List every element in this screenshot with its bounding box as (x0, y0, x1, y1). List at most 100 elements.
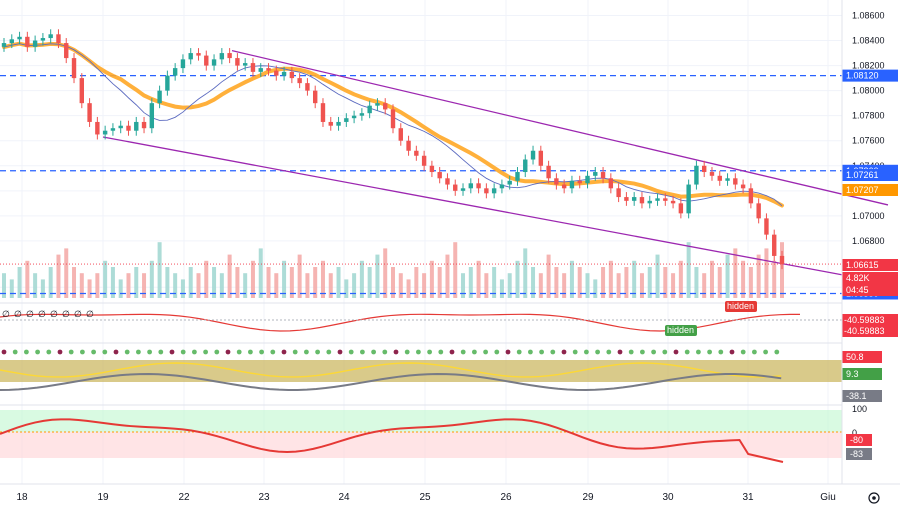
candle-body (772, 234, 777, 256)
volume-bar (702, 273, 707, 298)
candle-body (515, 172, 520, 181)
candle-body (577, 180, 582, 184)
candle-body (344, 118, 349, 122)
candle-body (616, 188, 621, 198)
time-tick-label: 23 (258, 492, 270, 503)
channel-upper (231, 49, 889, 206)
value-label-box (842, 351, 882, 363)
volume-bar (562, 273, 567, 298)
trend-channel[interactable] (102, 49, 889, 285)
signal-dot (628, 349, 634, 355)
volume-bar (484, 273, 489, 298)
volume-bar (391, 267, 395, 298)
volume-bar (515, 260, 520, 298)
indicator-3-tick: 0 (852, 428, 857, 438)
candle-body (351, 115, 357, 119)
volume-bar (398, 273, 403, 298)
candle-body (546, 165, 551, 179)
candle-body (554, 178, 559, 185)
signal-dot (225, 349, 231, 355)
candle-body (274, 70, 279, 76)
volume-bar (383, 248, 388, 298)
time-tick-label: 24 (338, 492, 350, 503)
signal-dot (718, 349, 724, 355)
volume-bar (33, 273, 38, 298)
signal-dot (203, 349, 209, 355)
price-label: 04:45 (846, 285, 869, 295)
candles (1, 29, 785, 270)
horizontal-levels (0, 74, 842, 295)
candle-body (639, 197, 645, 204)
volume-bar (274, 273, 279, 298)
null-glyph: ∅ (38, 309, 46, 319)
volume-bar (569, 260, 574, 298)
null-glyph: ∅ (26, 309, 34, 319)
candle-body (740, 184, 746, 189)
hidden-marker: hidden (727, 301, 754, 311)
signal-dot (516, 349, 522, 355)
time-tick-label: Giu (820, 492, 836, 503)
signal-dot (371, 349, 376, 355)
candle-body (421, 155, 427, 166)
indicator-2-line-grey (0, 373, 782, 391)
volume-bar (87, 279, 92, 298)
volume-bar (717, 267, 722, 298)
candle-body (258, 68, 263, 72)
volume-bar (764, 248, 769, 298)
volume-bar (601, 267, 606, 298)
volume-bar (165, 267, 170, 298)
candle-body (390, 109, 396, 129)
volume-bar (110, 267, 115, 298)
signal-dot (113, 349, 119, 355)
price-axis[interactable]: 1.08600 1.08400 1.08200 1.08000 1.07800 1.076… (852, 11, 885, 293)
time-tick-label: 30 (662, 492, 674, 503)
indicator-2-value: 50.8 (846, 352, 864, 362)
channel-lower (102, 136, 889, 285)
volume-bar (725, 254, 730, 298)
candle-body (569, 180, 575, 189)
signal-dot (561, 349, 567, 355)
candle-body (383, 103, 388, 110)
volume-bar (282, 260, 287, 298)
candle-body (647, 200, 652, 204)
volume-bar (780, 242, 784, 298)
volume-bar (538, 273, 543, 298)
candle-body (585, 175, 590, 184)
candle-body (561, 184, 567, 189)
volume-bar (546, 254, 551, 298)
signal-dot (416, 349, 421, 355)
volume-bar (149, 260, 154, 298)
signal-dot (348, 349, 354, 355)
volume-bars (2, 242, 784, 298)
indicator-3-value: -83 (850, 449, 863, 459)
candle-body (600, 172, 606, 179)
candle-body (95, 121, 100, 135)
volume-bar (313, 267, 318, 298)
price-tick-label: 1.07800 (852, 111, 885, 121)
gear-icon[interactable] (868, 492, 880, 504)
time-tick-label: 18 (16, 492, 28, 503)
candle-body (141, 121, 147, 129)
time-tick-label: 22 (178, 492, 190, 503)
candle-body (48, 34, 53, 39)
volume-bar (593, 279, 598, 298)
volume-bar (289, 267, 294, 298)
volume-bar (709, 260, 714, 298)
candle-body (336, 121, 341, 126)
hidden-marker: hidden (667, 325, 694, 335)
indicator-3-value: -80 (850, 435, 863, 445)
candle-body (491, 188, 497, 194)
candle-body (211, 59, 217, 66)
time-axis[interactable]: 18 19 22 23 24 25 26 29 30 31 Giu (16, 492, 835, 503)
volume-bar (134, 267, 139, 298)
candle-body (367, 105, 372, 114)
value-label-box (846, 448, 872, 460)
main-pane[interactable] (0, 0, 842, 300)
hidden-marker-box (665, 325, 697, 336)
signal-dot (270, 349, 276, 355)
price-label-box (842, 259, 898, 271)
volume-bar (180, 279, 185, 298)
volume-bar (64, 248, 69, 298)
signal-dot (360, 349, 365, 355)
